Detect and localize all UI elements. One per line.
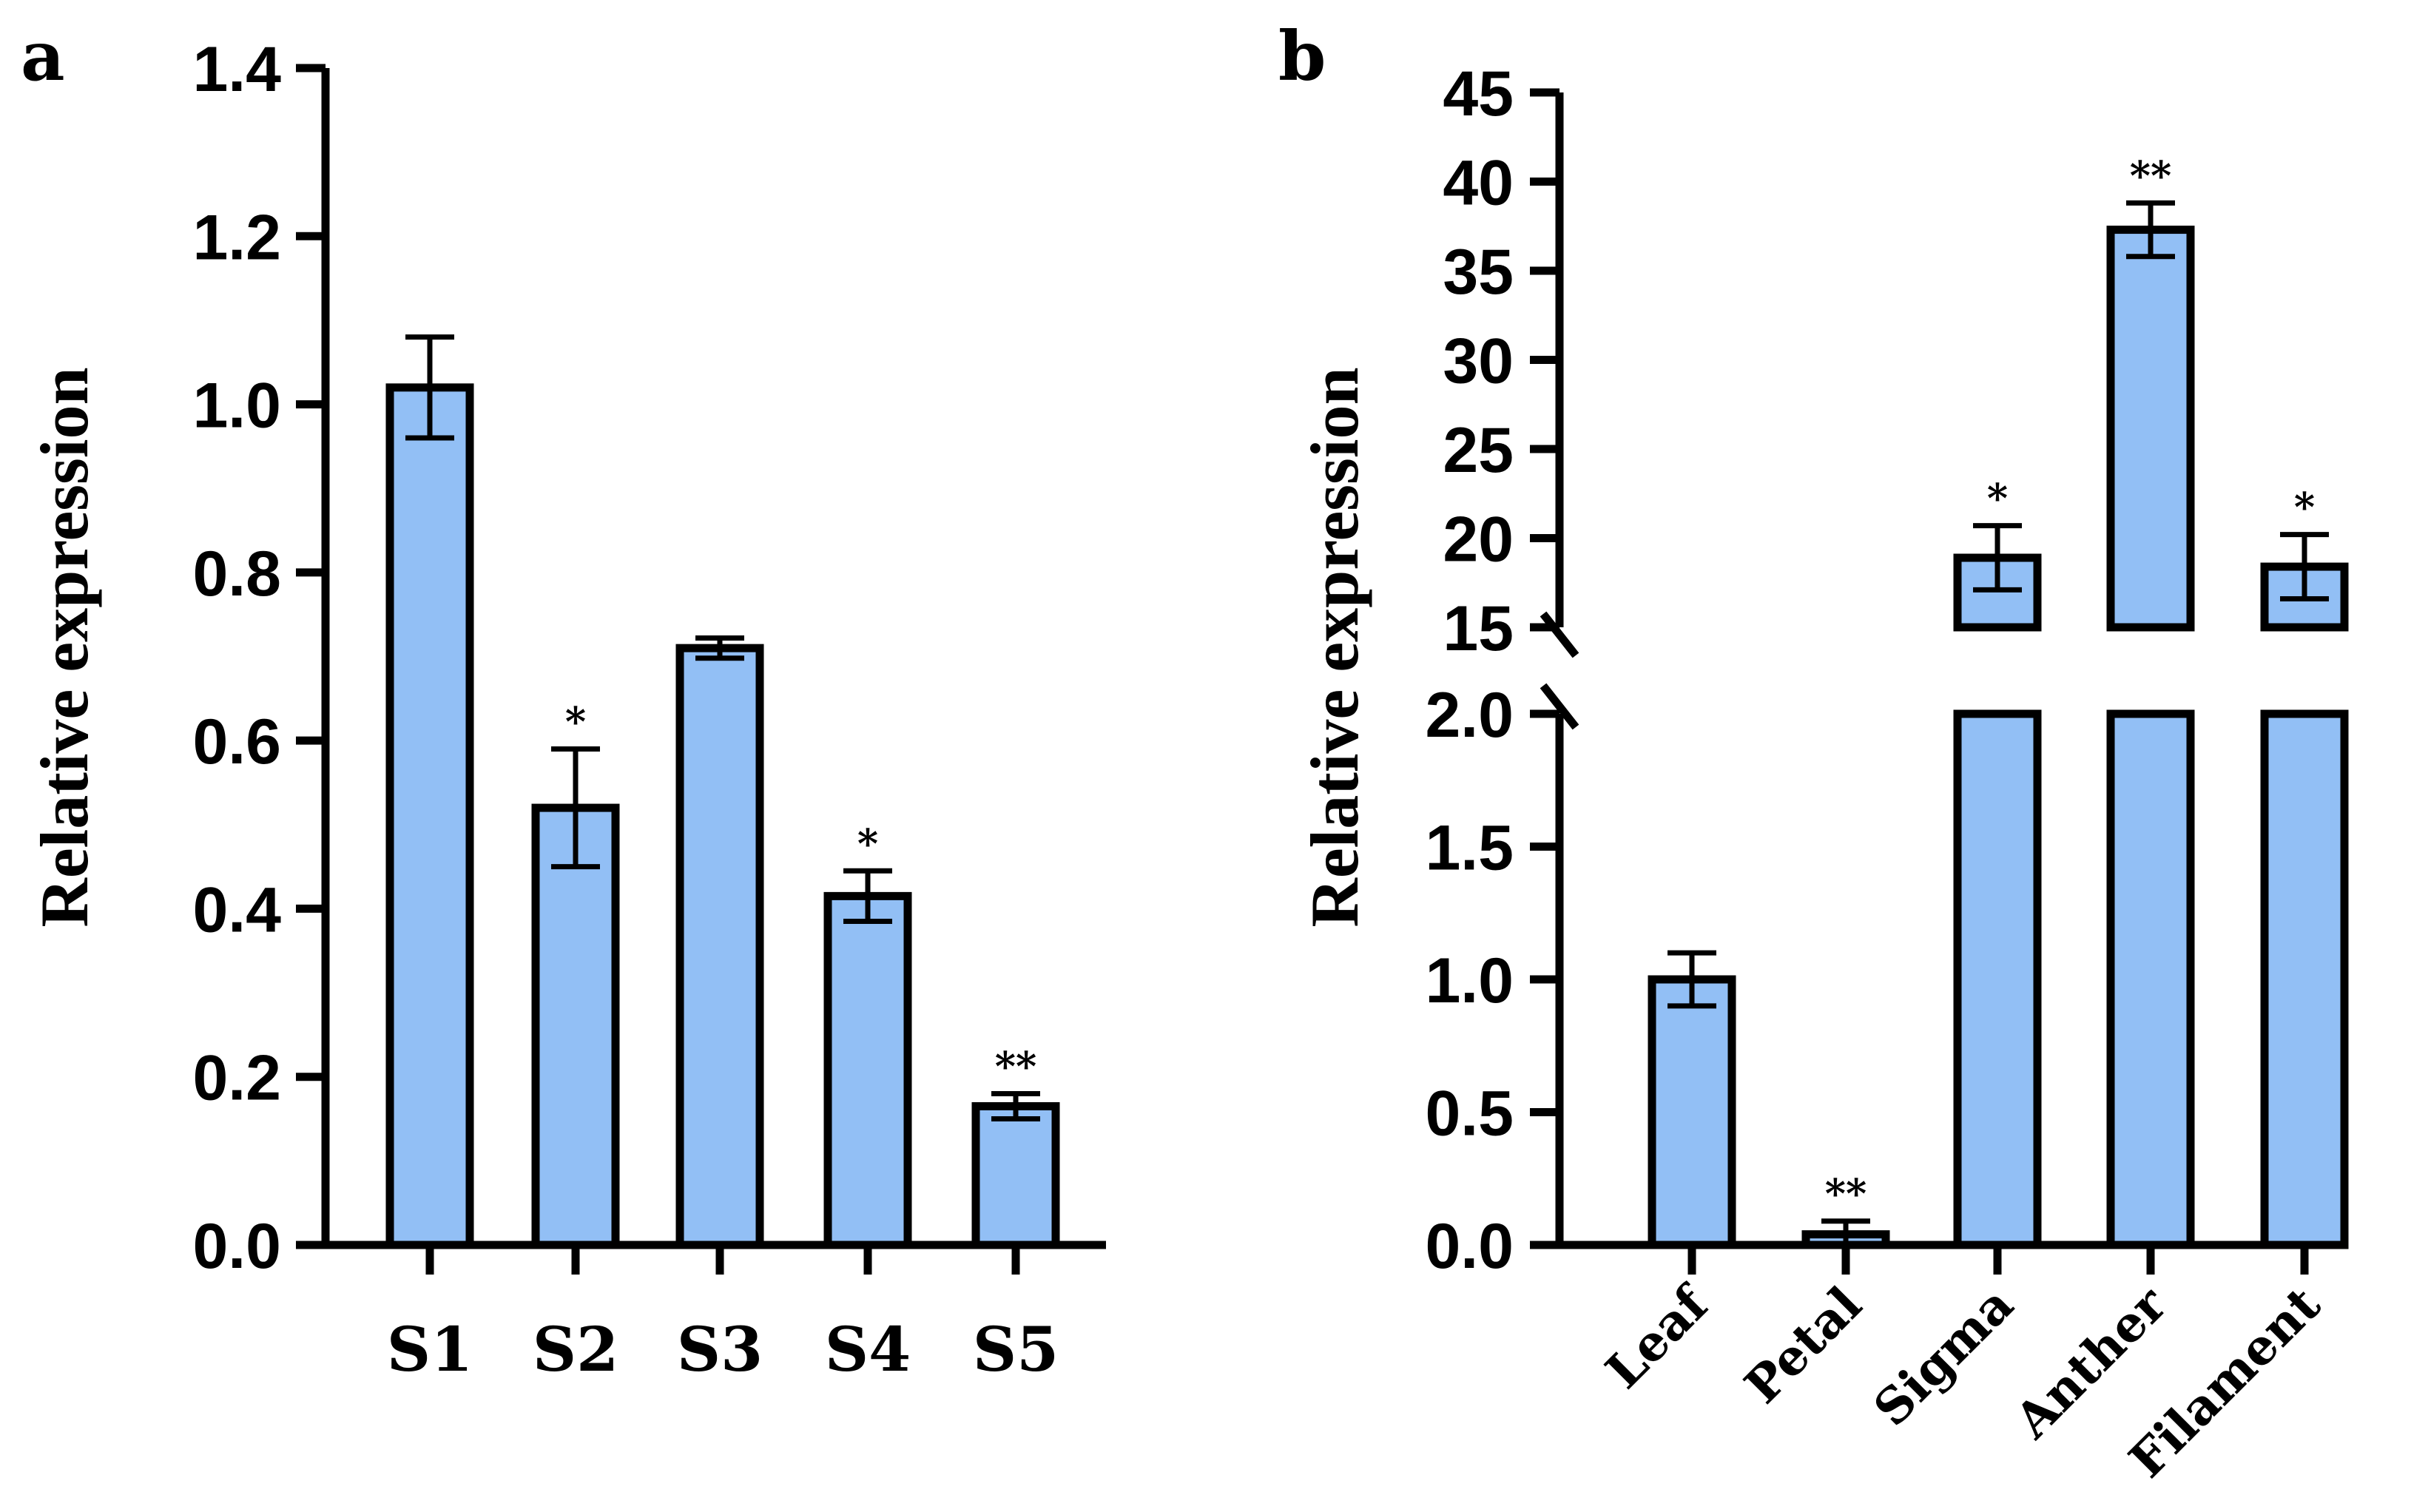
panel-b-ytick-label: 0.0 xyxy=(1425,1211,1514,1282)
panel-b-ytick-label: 15 xyxy=(1443,593,1514,664)
panel-b-ytick-label: 40 xyxy=(1443,148,1514,219)
panel-b-axes xyxy=(1540,92,2345,1249)
panel-a-y-axis-ticks: 0.0 0.2 0.4 0.6 0.8 1.0 1.2 1.4 xyxy=(192,34,326,1282)
significance-marker: ** xyxy=(2130,152,2171,199)
panel-b-ytick-label: 25 xyxy=(1443,415,1514,486)
panel-b-xtick-label: Petal xyxy=(1733,1275,1872,1414)
panel-a-ytick-label: 0.0 xyxy=(192,1211,281,1282)
bar-s3 xyxy=(675,644,764,1249)
panel-a-ytick-label: 0.2 xyxy=(192,1043,281,1114)
axis-break-mark-upper xyxy=(1540,611,1579,658)
panel-a-xtick-label: S4 xyxy=(825,1314,911,1386)
panel-a-ylabel: Relative expression xyxy=(27,367,102,927)
panel-b-bars: ****** xyxy=(1648,152,2349,1249)
panel-b: b Relative expression 0.0 0.5 1.0 1.5 2.0 15 2… xyxy=(1278,16,2349,1489)
panel-b-ytick-label: 30 xyxy=(1443,326,1514,397)
bar-anther-lower xyxy=(2106,709,2195,1249)
panel-b-letter: b xyxy=(1278,16,1326,96)
panel-b-ytick-label: 20 xyxy=(1443,504,1514,576)
panel-a: a Relative expression 0.0 0.2 0.4 0.6 0.8 1.0… xyxy=(21,16,1106,1386)
panel-a-letter: a xyxy=(21,16,65,96)
panel-a-xtick-label: S5 xyxy=(973,1314,1059,1386)
bar-s2 xyxy=(531,803,620,1249)
panel-a-ytick-label: 1.0 xyxy=(192,371,281,442)
significance-marker: * xyxy=(565,698,586,746)
significance-marker: * xyxy=(2294,484,2315,531)
bar-s4 xyxy=(823,891,912,1249)
bar-s1 xyxy=(385,383,474,1249)
panel-b-ytick-label: 1.0 xyxy=(1425,945,1514,1016)
panel-b-ytick-label: 35 xyxy=(1443,237,1514,308)
panel-b-xtick-label: Leaf xyxy=(1594,1274,1721,1400)
panel-a-ytick-label: 0.8 xyxy=(192,539,281,610)
panel-a-xtick-label: S3 xyxy=(677,1314,763,1386)
bar-filament-lower xyxy=(2260,709,2349,1249)
significance-marker: * xyxy=(1987,475,2008,522)
significance-marker: * xyxy=(857,820,878,867)
significance-marker: ** xyxy=(995,1042,1036,1090)
panel-b-y-axis-ticks: 0.0 0.5 1.0 1.5 2.0 15 20 25 30 35 40 45 xyxy=(1425,58,1559,1282)
panel-a-ytick-label: 0.6 xyxy=(192,706,281,777)
panel-b-ylabel: Relative expression xyxy=(1297,367,1372,927)
bar-anther-upper xyxy=(2106,226,2195,632)
panel-a-bars: **** xyxy=(385,334,1060,1249)
panel-b-ytick-label: 2.0 xyxy=(1425,680,1514,751)
panel-a-ytick-label: 1.2 xyxy=(192,202,281,273)
panel-b-xtick-label: Sigma xyxy=(1862,1275,2024,1437)
panel-b-ytick-label: 0.5 xyxy=(1425,1079,1514,1150)
significance-marker: ** xyxy=(1825,1170,1867,1218)
panel-a-xtick-label: S1 xyxy=(387,1314,473,1386)
panel-a-xtick-label: S2 xyxy=(533,1314,618,1386)
bar-leaf xyxy=(1648,975,1736,1249)
panel-a-x-axis-ticks: S1 S2 S3 S4 S5 xyxy=(387,1245,1059,1386)
panel-a-ytick-label: 0.4 xyxy=(192,874,281,945)
panel-b-ytick-label: 1.5 xyxy=(1425,813,1514,884)
bar-s5 xyxy=(971,1101,1060,1249)
axis-break-mark-lower xyxy=(1540,683,1579,730)
bar-sigma-lower xyxy=(1953,709,2042,1249)
panel-b-ytick-label: 45 xyxy=(1443,58,1514,129)
panel-a-ytick-label: 1.4 xyxy=(192,34,281,105)
